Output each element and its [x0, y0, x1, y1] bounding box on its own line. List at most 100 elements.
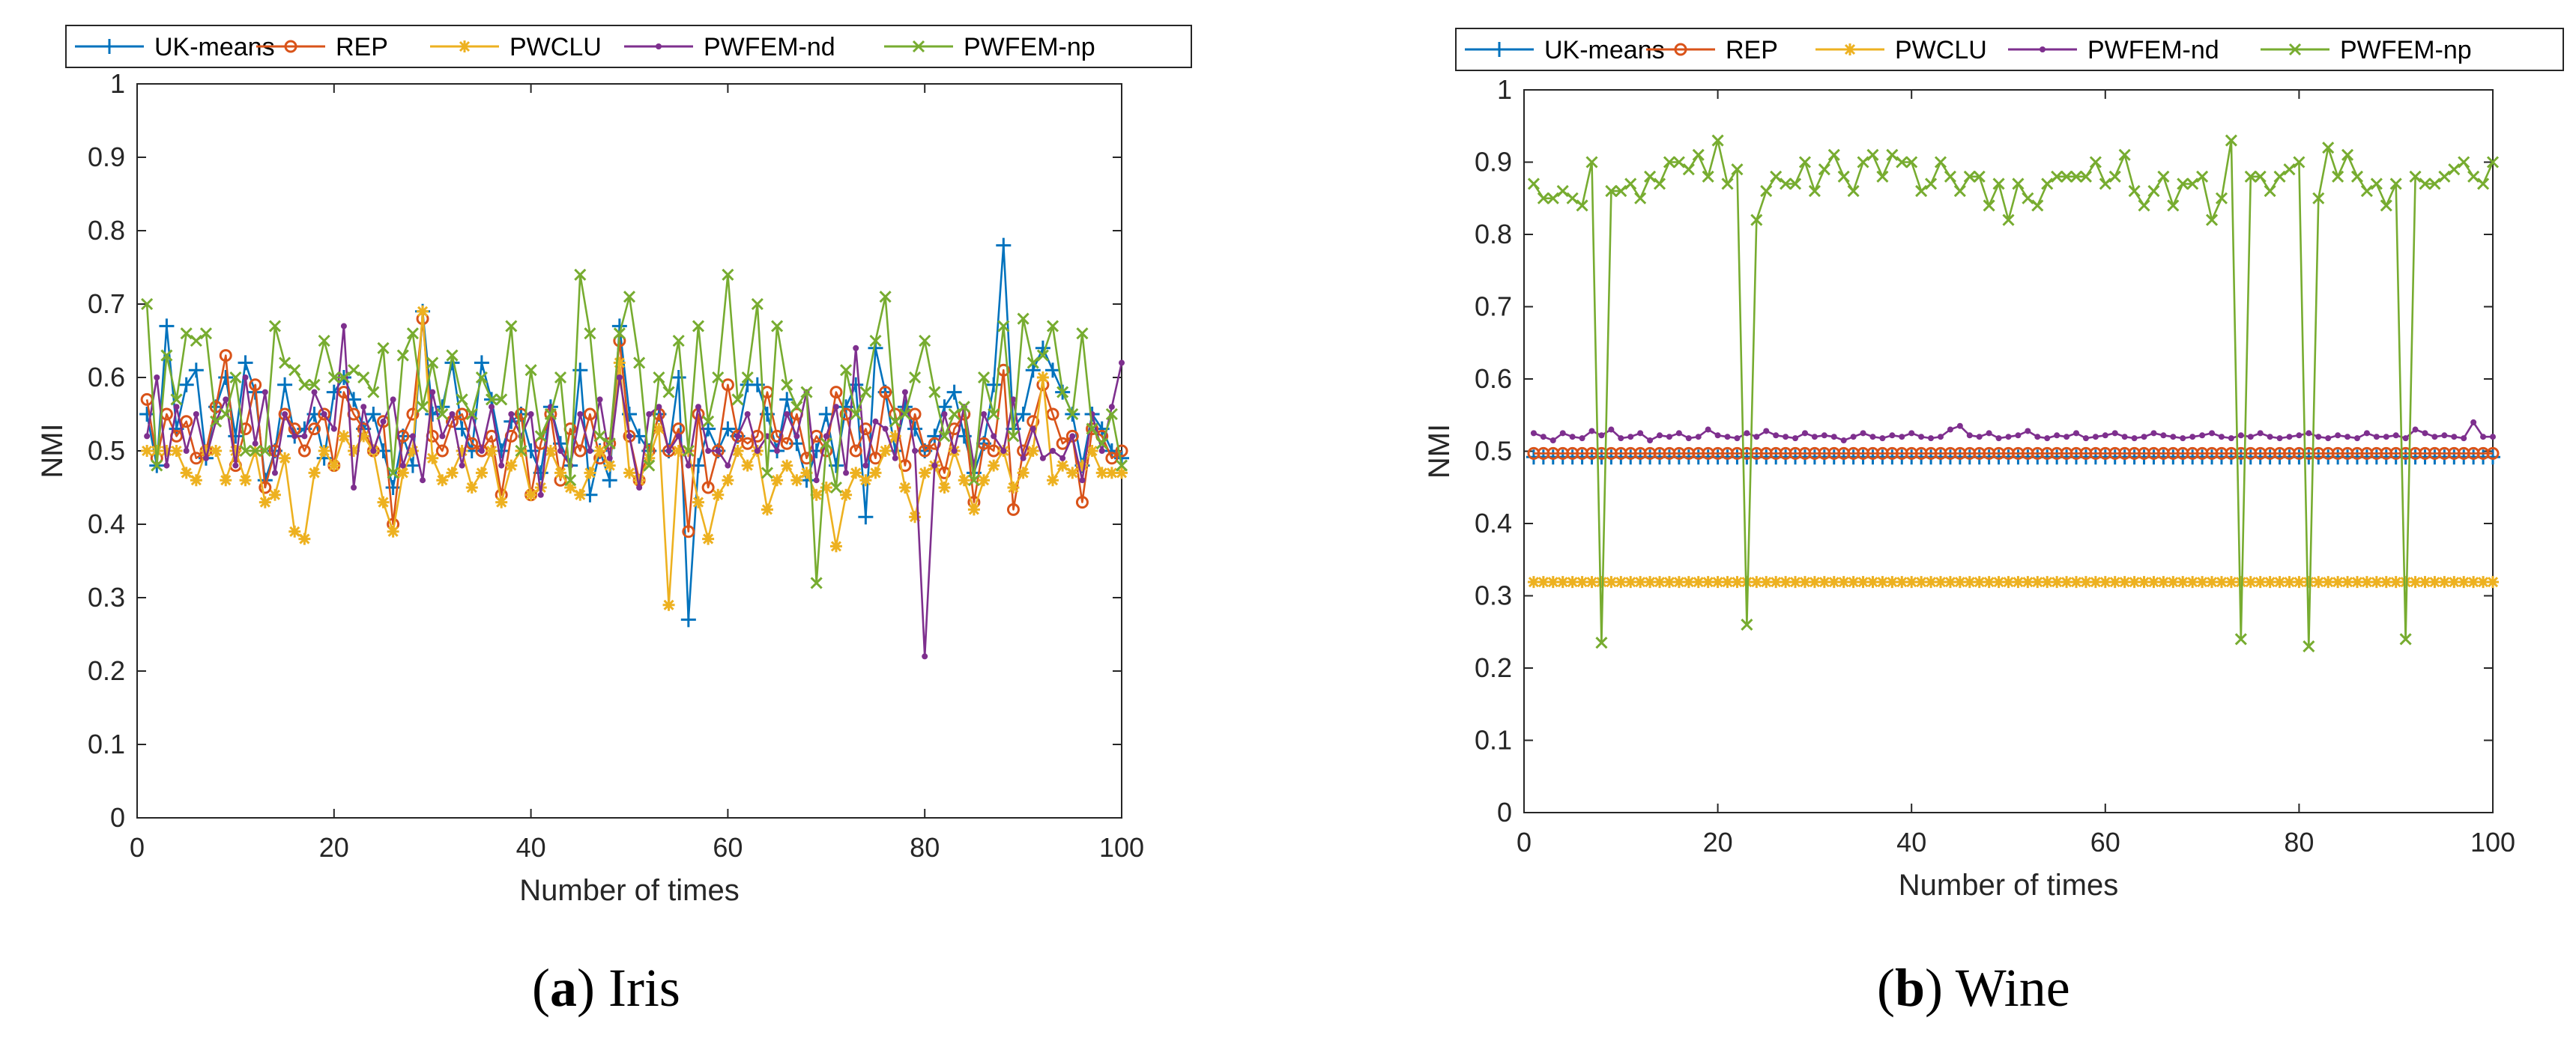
point-pwfem-nd: [498, 462, 505, 469]
point-rep: [318, 407, 331, 421]
point-pwfem-np: [643, 459, 656, 472]
point-pwfem-nd: [991, 433, 997, 440]
point-pwfem-np: [1624, 177, 1637, 190]
point-rep: [180, 415, 193, 428]
point-pwfem-np: [554, 371, 567, 384]
point-pwfem-np: [436, 407, 449, 421]
point-pwfem-nd: [311, 389, 318, 395]
legend-label-rep: REP: [336, 33, 388, 61]
point-pwfem-np: [1770, 170, 1783, 183]
point-pwclu: [702, 532, 715, 545]
point-pwclu: [1654, 576, 1666, 589]
point-pwfem-np: [958, 401, 970, 413]
point-pwfem-nd: [193, 411, 199, 417]
point-pwfem-np: [279, 356, 291, 369]
point-pwfem-np: [485, 393, 498, 406]
point-pwfem-nd: [2015, 432, 2022, 439]
point-pwclu: [2458, 576, 2470, 589]
point-pwfem-np: [2061, 170, 2073, 183]
point-pwfem-np: [1076, 327, 1089, 340]
point-pwfem-nd: [1675, 430, 1682, 437]
point-pwfem-np: [1046, 320, 1059, 333]
point-pwfem-nd: [1657, 432, 1663, 439]
point-pwfem-nd: [1714, 432, 1721, 439]
point-pwclu: [1770, 576, 1783, 589]
point-pwfem-np: [869, 334, 882, 348]
point-pwfem-np: [258, 444, 271, 458]
point-pwclu: [919, 467, 931, 479]
point-pwfem-nd: [1783, 434, 1789, 440]
point-uk-means: [178, 377, 194, 392]
point-pwclu: [1915, 576, 1928, 589]
point-pwfem-np: [564, 474, 577, 487]
point-pwfem-np: [1605, 185, 1618, 198]
point-pwfem-nd: [823, 433, 829, 440]
point-pwclu: [2332, 576, 2344, 589]
point-pwfem-np: [524, 364, 537, 377]
x-tick-label: 60: [713, 832, 743, 863]
y-tick-label: 0.8: [88, 215, 125, 246]
point-pwfem-nd: [636, 485, 643, 491]
point-pwfem-nd: [1811, 434, 1818, 440]
legend-label-pwclu: PWCLU: [510, 33, 602, 61]
point-pwfem-nd: [1618, 435, 1624, 442]
point-pwfem-nd: [1588, 428, 1595, 434]
point-pwfem-np: [348, 364, 360, 377]
point-pwfem-nd: [1724, 434, 1731, 440]
y-tick-label: 0.9: [1475, 147, 1512, 177]
point-pwclu: [1692, 576, 1705, 589]
point-pwclu: [1963, 576, 1976, 589]
point-pwclu: [446, 467, 459, 479]
point-pwclu: [2303, 576, 2315, 589]
point-uk-means: [1015, 407, 1031, 422]
point-pwclu: [869, 467, 882, 479]
point-pwfem-np: [2234, 633, 2247, 646]
point-pwfem-np: [1546, 192, 1559, 204]
point-pwfem-nd: [912, 448, 919, 454]
point-pwclu: [2350, 576, 2363, 589]
caption-iris-name: Iris: [608, 958, 680, 1018]
point-pwfem-nd: [351, 485, 357, 491]
point-pwfem-nd: [1763, 428, 1770, 434]
point-pwfem-np: [1095, 437, 1108, 450]
point-pwfem-nd: [183, 448, 190, 454]
point-pwfem-nd: [2073, 430, 2080, 437]
point-pwfem-nd: [1821, 432, 1827, 439]
legend-label-uk-means: UK-means: [154, 33, 275, 61]
point-rep: [406, 407, 420, 421]
point-pwclu: [544, 445, 557, 457]
point-pwfem-nd: [1119, 359, 1125, 366]
point-pwclu: [593, 445, 606, 457]
point-pwfem-nd: [2092, 434, 2099, 440]
point-pwfem-np: [288, 364, 301, 377]
legend-label-pwfem-nd: PWFEM-nd: [704, 33, 835, 61]
point-pwclu: [2022, 576, 2034, 589]
point-pwfem-np: [603, 437, 616, 450]
point-pwclu: [850, 467, 862, 479]
point-pwclu: [662, 598, 675, 611]
point-pwfem-np: [2177, 177, 2189, 190]
point-pwfem-np: [593, 430, 606, 443]
point-pwclu: [239, 474, 252, 487]
point-pwfem-np: [1847, 185, 1860, 198]
point-pwclu: [387, 525, 399, 538]
point-pwfem-np: [988, 407, 1000, 421]
point-pwclu: [210, 445, 223, 457]
x-tick-label: 100: [1099, 832, 1144, 863]
point-pwfem-nd: [163, 462, 170, 469]
point-pwfem-nd: [596, 396, 603, 403]
y-tick-label: 0: [1497, 797, 1512, 828]
point-pwfem-np: [1818, 163, 1830, 176]
point-pwfem-nd: [1695, 434, 1702, 440]
y-tick-label: 0: [110, 802, 125, 833]
point-pwfem-np: [1585, 156, 1598, 169]
point-pwfem-nd: [685, 462, 692, 469]
point-pwfem-np: [2264, 185, 2276, 198]
point-pwfem-np: [948, 407, 961, 421]
point-pwfem-nd: [1734, 435, 1741, 442]
point-pwfem-nd: [1705, 426, 1711, 433]
point-pwfem-nd: [695, 404, 701, 410]
point-pwfem-nd: [232, 462, 239, 469]
point-pwclu: [2206, 576, 2219, 589]
y-tick-label: 1: [110, 68, 125, 99]
